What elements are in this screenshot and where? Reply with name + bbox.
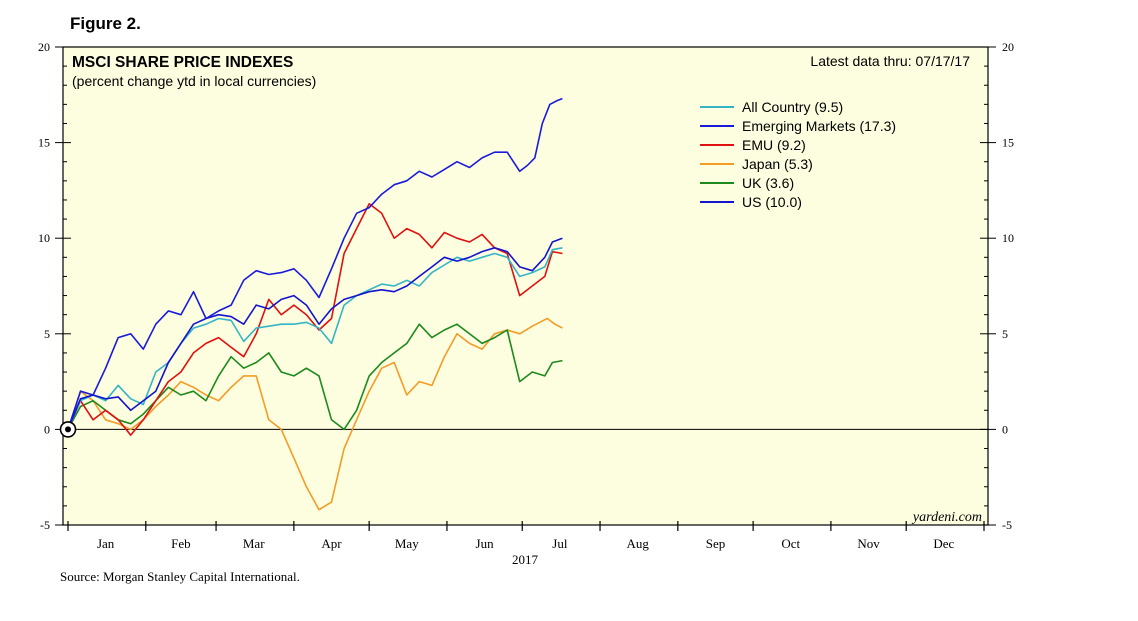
y-tick-label-left: 20: [38, 40, 50, 54]
legend-label: EMU (9.2): [742, 137, 806, 153]
legend-label: Emerging Markets (17.3): [742, 118, 896, 134]
y-axis-left: -5 0 5 10 15 20: [38, 40, 71, 532]
y-tick-label-left: -5: [40, 518, 50, 532]
legend-label: US (10.0): [742, 194, 802, 210]
x-tick-label: Jan: [97, 536, 115, 551]
x-axis: Jan Feb Mar Apr May Jun Jul Aug Sep Oct Nov Dec: [67, 521, 985, 551]
origin-marker: [59, 421, 77, 438]
y-tick-label-left: 0: [44, 422, 50, 436]
legend-label: UK (3.6): [742, 175, 794, 191]
series-line-emu: [67, 203, 563, 436]
legend-label: Japan (5.3): [742, 156, 813, 172]
x-tick-label: Jul: [552, 536, 568, 551]
x-tick-label: Aug: [626, 536, 649, 551]
y-tick-label-left: 10: [38, 231, 50, 245]
legend-label: All Country (9.5): [742, 99, 843, 115]
series-line-all-country: [67, 247, 563, 430]
series-lines: [67, 97, 563, 511]
legend: All Country (9.5) Emerging Markets (17.3)…: [700, 99, 896, 210]
y-tick-label-right: 5: [1002, 327, 1008, 341]
y-tick-label-right: 10: [1002, 231, 1014, 245]
source-note: Source: Morgan Stanley Capital Internati…: [60, 569, 300, 584]
y-tick-label-right: 15: [1002, 136, 1014, 150]
series-line-japan: [67, 317, 563, 511]
x-tick-label: May: [395, 536, 419, 551]
y-tick-label-right: -5: [1002, 518, 1012, 532]
x-tick-label: Feb: [171, 536, 191, 551]
y-tick-label-left: 5: [44, 327, 50, 341]
series-line-emerging-markets: [67, 97, 563, 430]
chart-title: MSCI SHARE PRICE INDEXES: [72, 54, 293, 71]
series-line-uk: [67, 323, 563, 431]
y-tick-label-left: 15: [38, 136, 50, 150]
figure-label: Figure 2.: [70, 14, 141, 33]
y-axis-right: -5 0 5 10 15 20: [980, 40, 1014, 532]
x-tick-label: Apr: [321, 536, 342, 551]
latest-data-label: Latest data thru: 07/17/17: [810, 53, 970, 69]
x-tick-label: Jun: [476, 536, 495, 551]
x-tick-label: Sep: [706, 536, 726, 551]
x-tick-label: Dec: [933, 536, 954, 551]
y-tick-label-right: 20: [1002, 40, 1014, 54]
watermark: yardeni.com: [911, 510, 982, 525]
year-label: 2017: [512, 552, 539, 567]
x-tick-label: Nov: [857, 536, 880, 551]
plot-background: [62, 46, 989, 526]
x-tick-label: Oct: [781, 536, 800, 551]
chart-subtitle: (percent change ytd in local currencies): [72, 73, 316, 89]
x-tick-label: Mar: [243, 536, 265, 551]
y-tick-label-right: 0: [1002, 422, 1008, 436]
series-line-us: [67, 237, 563, 430]
